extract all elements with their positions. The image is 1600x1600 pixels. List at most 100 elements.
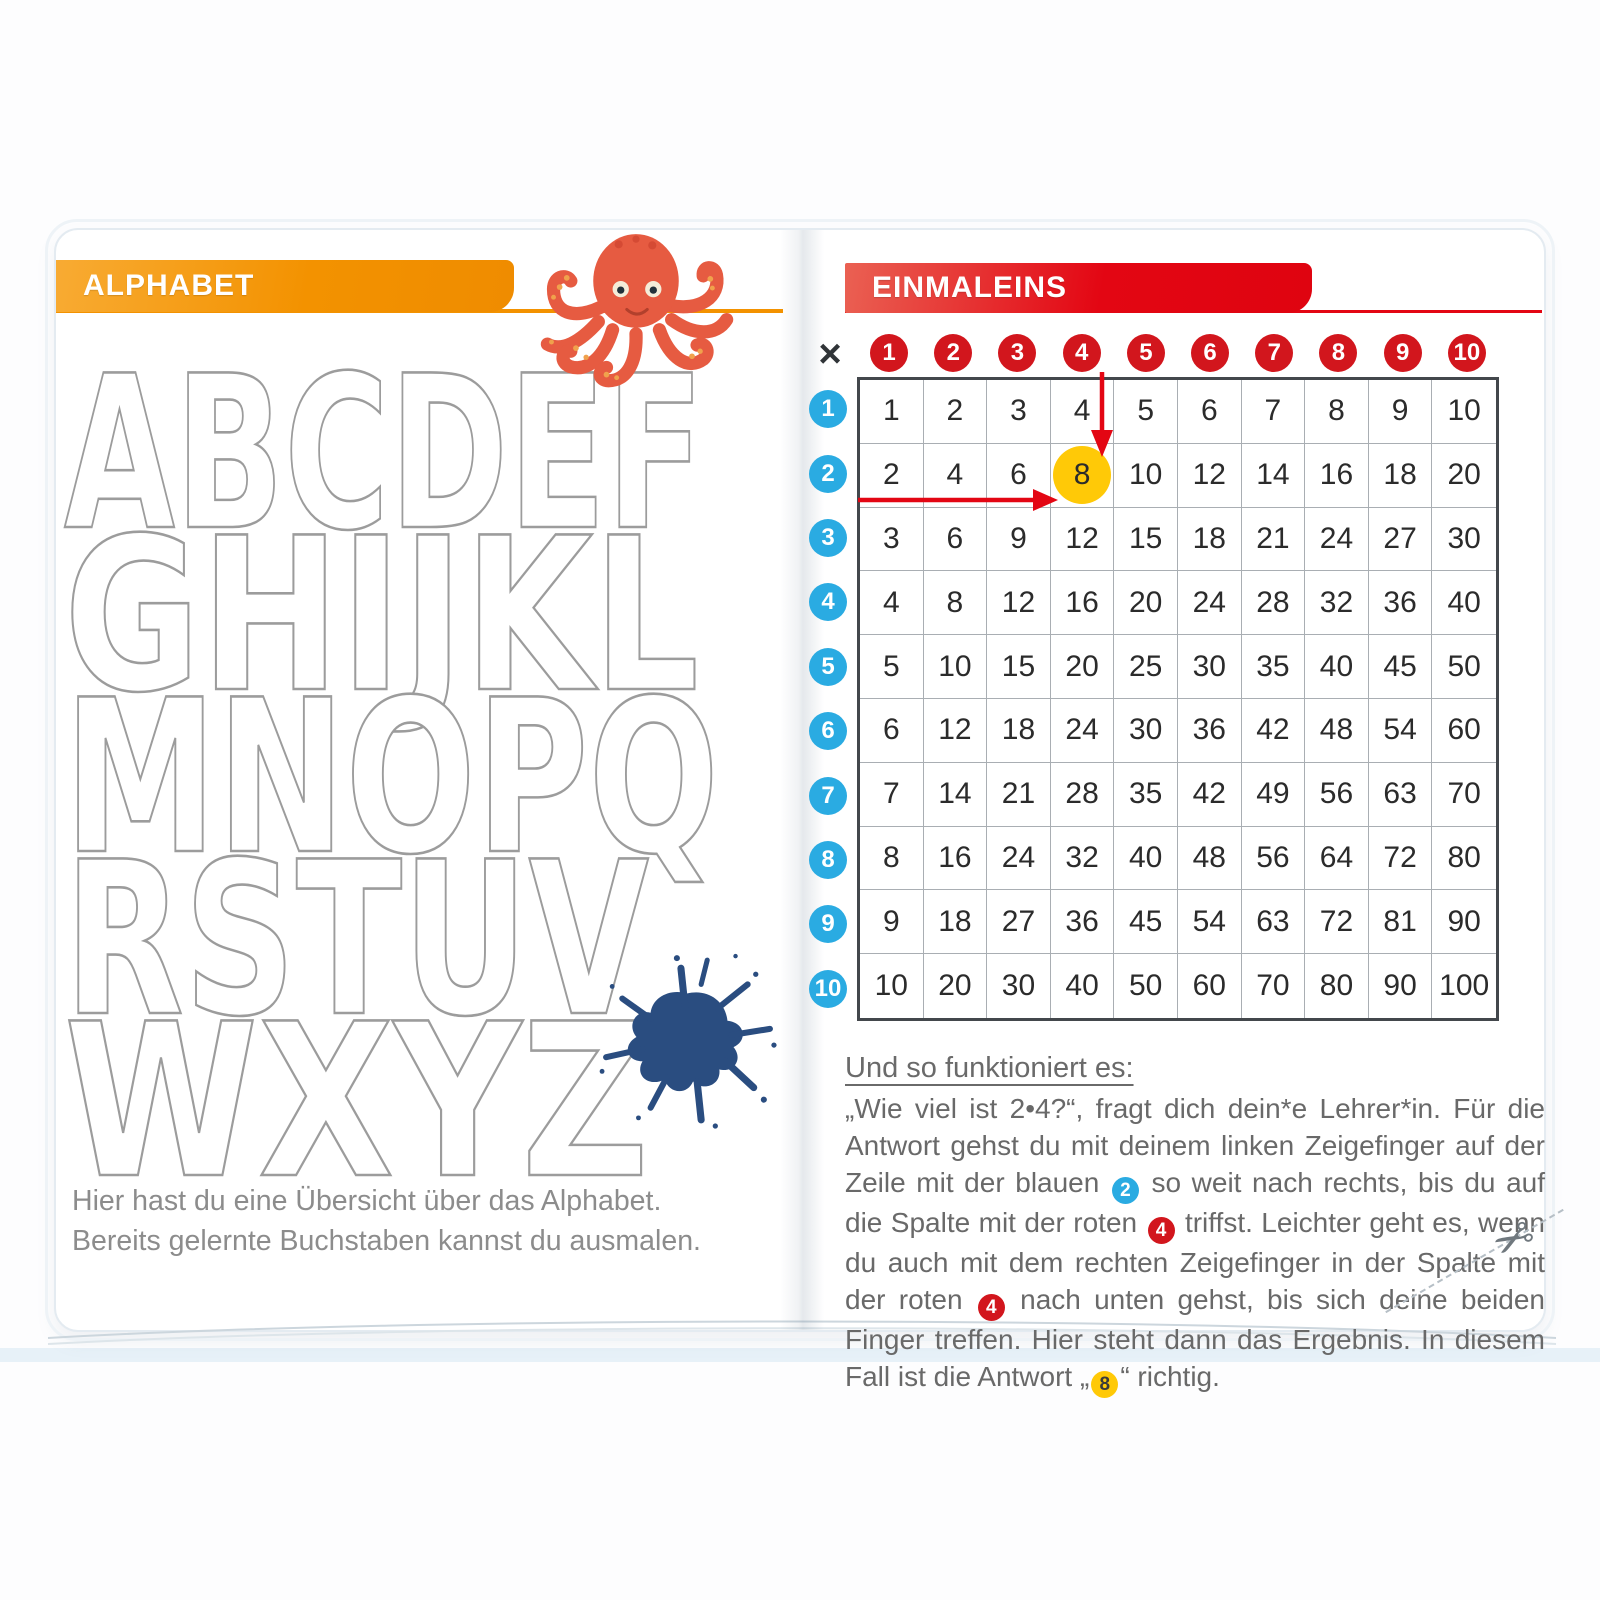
table-cell: 35 xyxy=(1241,635,1306,699)
page-edge-curves xyxy=(47,1320,1557,1345)
red-number-badge: 4 xyxy=(977,1294,1005,1321)
table-cell: 30 xyxy=(1432,508,1496,572)
table-cell: 40 xyxy=(1051,954,1115,1018)
table-cell: 21 xyxy=(987,762,1051,827)
table-cell: 10 xyxy=(1114,443,1178,508)
table-cell: 3 xyxy=(987,380,1051,444)
column-header-circle: 8 xyxy=(1319,334,1358,372)
table-cell: 6 xyxy=(987,443,1051,508)
table-cell: 10 xyxy=(1432,380,1496,444)
table-cell: 30 xyxy=(1114,698,1178,763)
table-cell: 6 xyxy=(923,507,988,572)
column-header-circle: 9 xyxy=(1383,334,1422,372)
table-cell: 56 xyxy=(1241,826,1306,891)
table-cell: 16 xyxy=(1050,571,1115,636)
table-cell: 10 xyxy=(923,635,988,699)
row-header-circle: 9 xyxy=(809,905,847,944)
table-cell: 32 xyxy=(1050,826,1115,891)
table-cell: 14 xyxy=(923,762,988,827)
alphabet-letter-row[interactable]: MNOPQ xyxy=(62,653,732,903)
table-cell: 20 xyxy=(1432,444,1496,508)
table-cell: 72 xyxy=(1368,826,1433,891)
table-cell: 35 xyxy=(1114,762,1178,827)
table-cell: 36 xyxy=(1368,571,1433,636)
table-cell: 36 xyxy=(1177,698,1242,763)
table-cell: 90 xyxy=(1369,954,1433,1018)
table-cell: 30 xyxy=(987,954,1051,1018)
table-cell: 40 xyxy=(1114,826,1178,891)
table-cell: 28 xyxy=(1241,571,1306,636)
row-header-circle: 2 xyxy=(809,454,847,493)
table-cell: 9 xyxy=(860,890,924,955)
ink-splat-icon xyxy=(599,953,777,1129)
svg-text:MNOPQ: MNOPQ xyxy=(64,654,719,901)
table-cell: 100 xyxy=(1439,969,1490,1003)
alphabet-letter-row[interactable]: GHIJKL xyxy=(62,491,732,741)
table-cell: 40 xyxy=(1432,571,1496,636)
alphabet-letter-row[interactable]: WXYZ xyxy=(62,977,662,1227)
table-cell: 49 xyxy=(1241,762,1306,827)
yellow-number-badge: 8 xyxy=(1091,1371,1119,1398)
instruction-text: “ richtig. xyxy=(1120,1361,1220,1392)
table-cell: 42 xyxy=(1177,762,1242,827)
table-cell: 8 xyxy=(1305,380,1369,444)
table-cell: 54 xyxy=(1368,698,1433,763)
table-cell: 60 xyxy=(1178,954,1242,1018)
table-surface-strip xyxy=(0,1348,1600,1362)
table-cell: 48 xyxy=(1305,698,1369,763)
table-cell: 7 xyxy=(1241,380,1306,444)
table-cell: 48 xyxy=(1177,826,1242,891)
table-cell: 16 xyxy=(923,826,988,891)
caption-line: Bereits gelernte Buchstaben kannst du au… xyxy=(72,1225,701,1257)
einmaleins-title: EINMALEINS xyxy=(872,271,1068,304)
table-cell: 18 xyxy=(923,890,988,955)
howto-paragraph: „Wie viel ist 2•4?“, fragt dich dein*e L… xyxy=(845,1090,1545,1398)
table-cell: 4 xyxy=(860,571,924,636)
table-cell: 32 xyxy=(1305,571,1369,636)
table-cell: 81 xyxy=(1368,890,1433,955)
table-cell: 16 xyxy=(1305,443,1369,508)
caption-line: Hier hast du eine Übersicht über das Alp… xyxy=(72,1185,662,1217)
table-cell: 80 xyxy=(1432,827,1496,891)
svg-text:WXYZ: WXYZ xyxy=(64,978,649,1225)
table-cell: 24 xyxy=(1305,507,1369,572)
table-cell: 90 xyxy=(1432,890,1496,955)
table-cell: 63 xyxy=(1241,890,1306,955)
table-cell: 20 xyxy=(1114,571,1178,636)
column-header-circle: 10 xyxy=(1447,334,1486,372)
row-header-circle: 8 xyxy=(809,840,847,879)
table-cell: 36 xyxy=(1050,890,1115,955)
table-cell: 54 xyxy=(1177,890,1242,955)
column-header-circle: 2 xyxy=(934,334,973,372)
table-cell: 28 xyxy=(1050,762,1115,827)
table-column-headers: 1 2 3 4 5 6 7 8 9 10 xyxy=(857,333,1499,373)
column-header-circle: 1 xyxy=(870,334,909,372)
table-cell: 12 xyxy=(1050,507,1115,572)
table-cell: 21 xyxy=(1241,507,1306,572)
table-cell: 5 xyxy=(1114,380,1178,444)
howto-heading: Und so funktioniert es: xyxy=(845,1052,1134,1084)
table-cell: 9 xyxy=(1368,380,1433,444)
alphabet-letter-row[interactable]: RSTUV xyxy=(62,815,662,1065)
table-cell: 8 xyxy=(860,826,924,891)
table-cell: 20 xyxy=(924,954,988,1018)
table-cell: 3 xyxy=(860,507,924,572)
octopus-eyes xyxy=(612,280,662,298)
table-cell: 18 xyxy=(987,698,1051,763)
instruction-text: so weit nach rechts, bis du auf die Spal… xyxy=(845,1167,1545,1238)
table-row-headers: 1 2 3 4 5 6 7 8 9 10 xyxy=(808,377,848,1021)
multiplication-sign: × xyxy=(818,332,842,376)
row-header-circle: 10 xyxy=(809,969,847,1008)
column-header-circle: 4 xyxy=(1062,334,1101,372)
table-cell: 4 xyxy=(1050,380,1115,444)
einmaleins-section-banner: EINMALEINS xyxy=(845,263,1312,313)
table-cell: 5 xyxy=(860,635,924,699)
row-header-circle: 6 xyxy=(809,712,847,751)
alphabet-section-banner: ALPHABET xyxy=(56,260,514,312)
column-header-circle: 5 xyxy=(1126,334,1165,372)
table-cell: 8 xyxy=(923,571,988,636)
table-cell: 24 xyxy=(987,826,1051,891)
table-cell: 4 xyxy=(923,443,988,508)
svg-text:RSTUV: RSTUV xyxy=(64,816,649,1063)
table-cell: 12 xyxy=(987,571,1051,636)
